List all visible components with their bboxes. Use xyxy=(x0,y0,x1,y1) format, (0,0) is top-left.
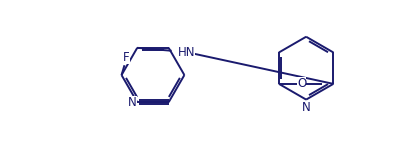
Text: F: F xyxy=(123,51,129,64)
Text: N: N xyxy=(301,101,310,114)
Text: N: N xyxy=(128,96,136,109)
Text: O: O xyxy=(296,77,306,90)
Text: HN: HN xyxy=(177,46,195,59)
